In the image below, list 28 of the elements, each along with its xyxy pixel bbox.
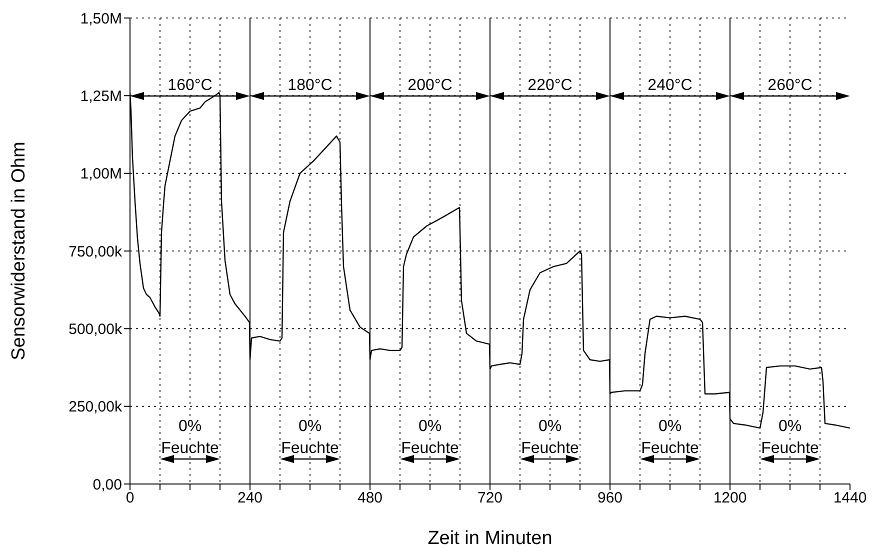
annotation: 0% Feuchte [641, 418, 700, 457]
x-tick-label: 240 [237, 490, 263, 507]
annotation: 160°C [168, 77, 212, 94]
x-tick-label: 1440 [833, 490, 867, 507]
x-tick-label: 720 [477, 490, 503, 507]
y-tick-label: 250,00k [68, 398, 122, 416]
x-axis-title: Zeit in Minuten [428, 528, 552, 549]
annotation: 0% Feuchte [281, 418, 340, 457]
annotation: 240°C [648, 77, 692, 94]
annotation: 200°C [408, 77, 452, 94]
x-tick-label: 480 [357, 490, 383, 507]
y-tick-label: 1,25M [80, 88, 122, 105]
annotation: 0% Feuchte [761, 418, 820, 457]
y-tick-label: 1,50M [80, 10, 122, 28]
y-axis-title: Sensorwiderstand in Ohm [8, 142, 30, 360]
annotation: 220°C [528, 77, 572, 94]
x-tick-label: 1200 [713, 490, 747, 507]
annotation: 180°C [288, 77, 332, 94]
y-tick-label: 0,00 [92, 476, 122, 494]
x-tick-label: 960 [597, 490, 623, 507]
y-tick-label: 500,00k [68, 320, 122, 338]
annotation: 0% Feuchte [161, 418, 220, 457]
annotation: 0% Feuchte [521, 418, 580, 457]
y-tick-label: 750,00k [68, 243, 122, 260]
annotation: 260°C [768, 77, 812, 94]
y-tick-label: 1,00M [80, 166, 122, 183]
annotation: 0% Feuchte [401, 418, 460, 457]
x-tick-label: 0 [126, 490, 134, 507]
